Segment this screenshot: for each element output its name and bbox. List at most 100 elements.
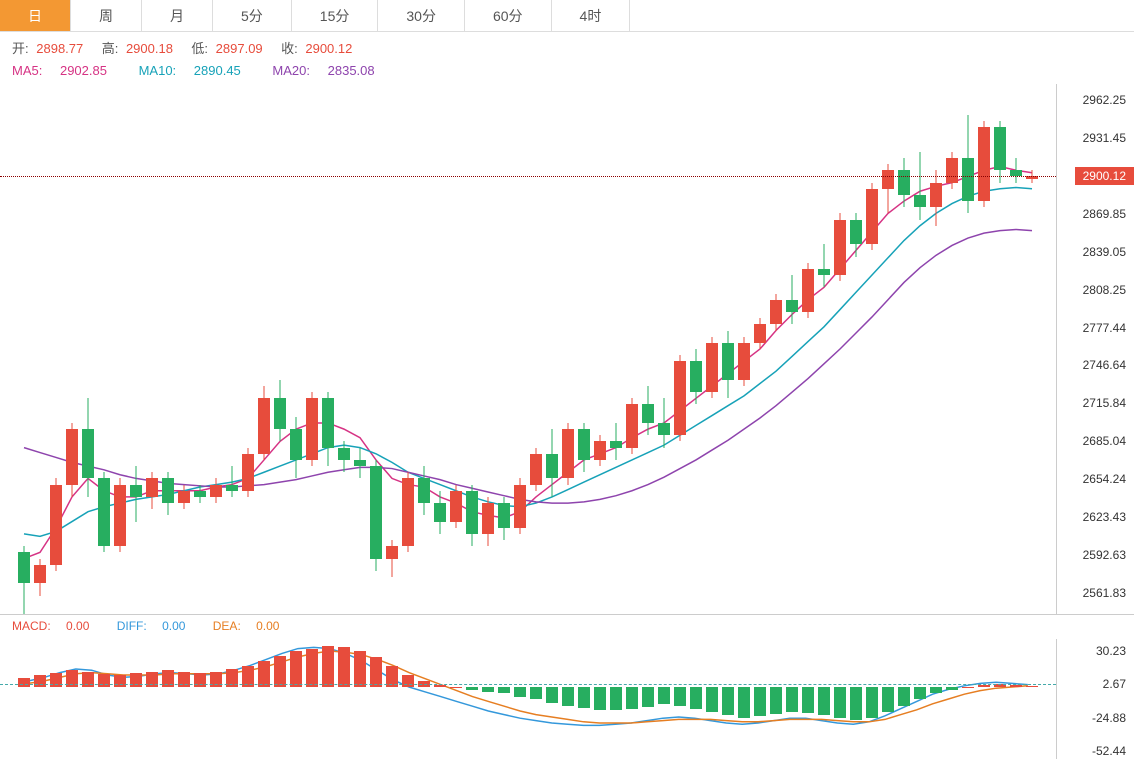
dea-label: DEA: 0.00 (213, 619, 292, 633)
macd-bar (338, 647, 350, 687)
macd-bar (546, 687, 558, 703)
y-tick-label: 2561.83 (1083, 586, 1126, 600)
current-price-tag: 2900.12 (1075, 167, 1134, 185)
y-tick-label: 2715.84 (1083, 396, 1126, 410)
ohlc-info: 开: 2898.77 高: 2900.18 低: 2897.09 收: 2900… (0, 32, 1134, 63)
y-tick-label: 2654.24 (1083, 472, 1126, 486)
close-value: 2900.12 (305, 41, 352, 56)
macd-bar (482, 687, 494, 692)
tab-周[interactable]: 周 (71, 0, 142, 31)
macd-bar (626, 687, 638, 709)
macd-bar (642, 687, 654, 706)
y-tick-label: 2962.25 (1083, 93, 1126, 107)
macd-bar (802, 687, 814, 712)
macd-bar (914, 687, 926, 699)
ma10-line (24, 188, 1032, 537)
ma20-label: MA20: 2835.08 (272, 63, 388, 78)
macd-bar (498, 687, 510, 693)
macd-bar (50, 673, 62, 688)
y-tick-label: 2839.05 (1083, 245, 1126, 259)
macd-bar (114, 675, 126, 687)
candlestick-chart[interactable]: 2962.25 2931.45 2869.85 2839.05 2808.25 2777.… (0, 84, 1134, 614)
tab-月[interactable]: 月 (142, 0, 213, 31)
macd-bar (690, 687, 702, 709)
macd-bar (450, 687, 462, 688)
current-price-line (0, 176, 1056, 177)
macd-bar (658, 687, 670, 704)
macd-bar (514, 687, 526, 697)
y-tick-label: 2777.44 (1083, 321, 1126, 335)
tab-15分[interactable]: 15分 (292, 0, 379, 31)
macd-bar (674, 687, 686, 705)
tab-5分[interactable]: 5分 (213, 0, 292, 31)
price-y-axis: 2962.25 2931.45 2869.85 2839.05 2808.25 2777.… (1056, 84, 1134, 614)
tab-30分[interactable]: 30分 (378, 0, 465, 31)
macd-bar (18, 678, 30, 688)
macd-bar (562, 687, 574, 705)
macd-zero-line (0, 684, 1056, 685)
macd-bar (946, 687, 958, 689)
ma20-line (24, 229, 1032, 503)
macd-bar (850, 687, 862, 720)
macd-chart[interactable]: MACD: 0.00 DIFF: 0.00 DEA: 0.00 30.23 2.6… (0, 614, 1134, 759)
macd-bar (1026, 686, 1038, 687)
macd-bar (882, 687, 894, 711)
macd-bar (34, 675, 46, 687)
ma-info: MA5: 2902.85 MA10: 2890.45 MA20: 2835.08 (0, 63, 1134, 84)
macd-y-tick: -24.88 (1092, 711, 1126, 725)
high-label: 高: (102, 41, 119, 56)
macd-bar (754, 687, 766, 716)
macd-bar (786, 687, 798, 711)
macd-label: MACD: 0.00 (12, 619, 101, 633)
macd-bar (370, 657, 382, 687)
open-label: 开: (12, 41, 29, 56)
diff-label: DIFF: 0.00 (117, 619, 198, 633)
macd-bar (978, 685, 990, 687)
macd-bar (738, 687, 750, 717)
y-tick-label: 2623.43 (1083, 510, 1126, 524)
macd-info: MACD: 0.00 DIFF: 0.00 DEA: 0.00 (0, 615, 1134, 637)
close-label: 收: (281, 41, 298, 56)
macd-bar (466, 687, 478, 689)
low-label: 低: (191, 41, 208, 56)
ma10-label: MA10: 2890.45 (139, 63, 255, 78)
macd-bar (322, 646, 334, 687)
y-tick-label: 2746.64 (1083, 358, 1126, 372)
ma5-line (24, 167, 1032, 559)
tab-60分[interactable]: 60分 (465, 0, 552, 31)
macd-bar (898, 687, 910, 705)
macd-bar (610, 687, 622, 710)
tab-4时[interactable]: 4时 (552, 0, 631, 31)
macd-bar (706, 687, 718, 711)
macd-bar (962, 687, 974, 688)
high-value: 2900.18 (126, 41, 173, 56)
low-value: 2897.09 (216, 41, 263, 56)
ma5-label: MA5: 2902.85 (12, 63, 121, 78)
y-tick-label: 2869.85 (1083, 207, 1126, 221)
macd-bar (594, 687, 606, 710)
tab-日[interactable]: 日 (0, 0, 71, 31)
macd-bar (402, 675, 414, 687)
macd-bar (818, 687, 830, 715)
macd-bar (194, 673, 206, 688)
macd-bar (130, 673, 142, 688)
macd-bar (98, 674, 110, 687)
macd-bar (866, 687, 878, 717)
timeframe-tabs: 日周月5分15分30分60分4时 (0, 0, 1134, 32)
macd-bar (722, 687, 734, 715)
macd-bar (770, 687, 782, 714)
macd-bar (274, 656, 286, 687)
y-tick-label: 2931.45 (1083, 131, 1126, 145)
macd-bar (354, 651, 366, 687)
macd-y-axis: 30.232.67-24.88-52.44 (1056, 639, 1134, 759)
macd-bar (530, 687, 542, 699)
macd-y-tick: 2.67 (1103, 677, 1126, 691)
macd-bar (578, 687, 590, 708)
macd-bar (930, 687, 942, 693)
macd-bar (434, 685, 446, 687)
macd-bar (834, 687, 846, 717)
macd-y-tick: 30.23 (1096, 644, 1126, 658)
macd-bar (306, 649, 318, 688)
y-tick-label: 2808.25 (1083, 283, 1126, 297)
macd-bar (290, 651, 302, 687)
